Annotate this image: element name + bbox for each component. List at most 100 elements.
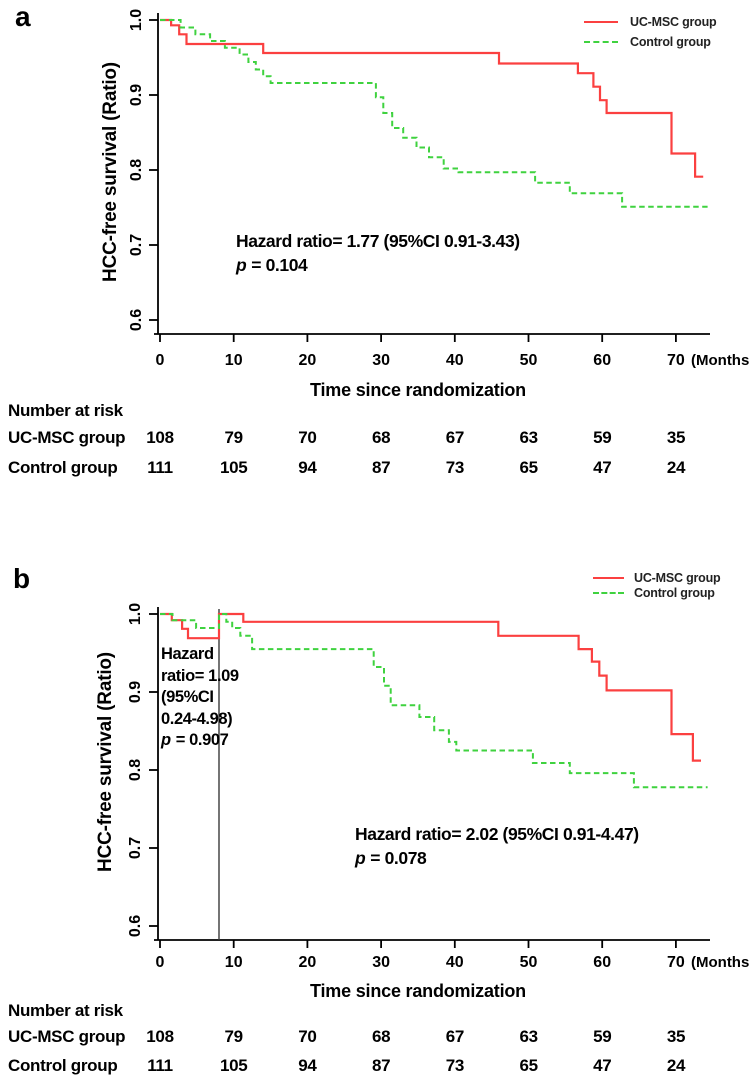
panel-a-letter: a: [15, 1, 31, 32]
prelandmark-p-value-text: p = 0.907: [161, 731, 229, 749]
panel-b-y-axis-title: HCC-free survival (Ratio): [95, 652, 116, 872]
panel-a-p-value-text: p = 0.104: [236, 254, 308, 275]
at-risk-value: 94: [298, 1056, 317, 1075]
at-risk-value: 63: [519, 1027, 538, 1046]
at-risk-value: 24: [666, 458, 686, 477]
panel-a-months-unit-label: (Months): [691, 352, 749, 369]
p-symbol: p: [355, 847, 366, 868]
panel-a-at-risk-row-ucmsc: UC-MSC group 108 79 70 68 67 63 59 35: [0, 428, 749, 448]
panel-a-legend-item-control: Control group: [584, 34, 711, 50]
at-risk-value: 108: [146, 1027, 174, 1046]
at-risk-value: 105: [219, 458, 248, 477]
at-risk-value: 73: [445, 1056, 465, 1075]
at-risk-value: 70: [298, 428, 317, 447]
panel-b-curve-ucmsc: [160, 612, 701, 762]
panel-a-hazard-ratio-text: Hazard ratio= 1.77 (95%CI 0.91-3.43): [236, 231, 520, 251]
prelandmark-annotation-line: (95%CI: [161, 688, 214, 706]
at-risk-value: 79: [224, 428, 244, 447]
at-risk-value: 111: [147, 1056, 173, 1075]
panel-a-x-tick-label: 20: [298, 352, 317, 369]
panel-a-x-axis-title: Time since randomization: [310, 380, 526, 400]
panel-b-y-tick-label: 0.6: [127, 914, 144, 938]
panel-b-at-risk-row-control: Control group 111 105 94 87 73 65 47 24: [0, 1056, 749, 1076]
at-risk-value: 47: [593, 1056, 612, 1075]
panel-b-x-tick-label: 30: [372, 954, 390, 971]
at-risk-value: 65: [519, 458, 538, 477]
at-risk-value: 68: [371, 1027, 391, 1046]
at-risk-value: 24: [666, 1056, 686, 1075]
at-risk-value: 67: [445, 1027, 465, 1046]
legend-label: Control group: [630, 35, 711, 49]
panel-b-legend-item-control: Control group: [593, 585, 715, 601]
at-risk-value: 73: [445, 458, 465, 477]
at-risk-value: 108: [146, 428, 174, 447]
panel-b-legend-item-ucmsc: UC-MSC group: [593, 570, 721, 586]
panel-a-x-tick-label: 70: [666, 352, 685, 369]
at-risk-row-label: UC-MSC group: [8, 428, 126, 447]
panel-b-postlandmark-annotation: Hazard ratio= 2.02 (95%CI 0.91-4.47) p = …: [355, 823, 639, 870]
prelandmark-annotation-line: ratio= 1.09: [161, 666, 239, 685]
at-risk-value: 47: [593, 458, 612, 477]
panel-a-y-tick-label: 0.6: [128, 308, 145, 332]
at-risk-value: 111: [147, 458, 173, 477]
at-risk-value: 35: [666, 428, 686, 447]
panel-b-months-unit-label: (Months): [691, 954, 749, 971]
at-risk-value: 87: [371, 1056, 391, 1075]
panel-a-curve-control: [160, 19, 708, 208]
at-risk-value: 105: [219, 1056, 248, 1075]
panel-a-y-tick-label: 0.9: [128, 83, 145, 107]
panel-a-hazard-ratio-annotation: Hazard ratio= 1.77 (95%CI 0.91-3.43) p = …: [236, 230, 520, 277]
at-risk-value: 87: [371, 458, 391, 477]
panel-a-x-tick-label: 0: [155, 352, 165, 369]
legend-dashed-line-swatch: [593, 591, 624, 594]
panel-b-x-tick-label: 10: [224, 954, 243, 971]
panel-a-number-at-risk-title: Number at risk: [8, 401, 123, 420]
p-symbol: p: [161, 731, 171, 749]
legend-dashed-line-swatch: [584, 41, 618, 43]
panel-a-x-tick-label: 40: [445, 352, 464, 369]
at-risk-value: 59: [593, 428, 612, 447]
at-risk-row-label: Control group: [8, 1056, 118, 1075]
panel-b-prelandmark-annotation: Hazard ratio= 1.09 (95%CI 0.24-4.98) p = 0.90…: [161, 644, 239, 752]
at-risk-value: 67: [445, 428, 465, 447]
panel-b-y-tick-label: 0.8: [127, 758, 144, 782]
panel-b-hazard-ratio-text: Hazard ratio= 2.02 (95%CI 0.91-4.47): [355, 824, 639, 844]
at-risk-row-label: UC-MSC group: [8, 1027, 126, 1046]
prelandmark-annotation-line: Hazard: [161, 645, 214, 663]
panel-b-p-value-text: p = 0.078: [355, 847, 427, 868]
legend-label: UC-MSC group: [634, 571, 721, 585]
panel-a-y-tick-label: 1.0: [128, 8, 145, 32]
panel-a-y-tick-label: 0.8: [128, 158, 145, 182]
legend-solid-line-swatch: [593, 577, 624, 579]
panel-b-number-at-risk-title: Number at risk: [8, 1001, 123, 1020]
panel-b-letter: b: [13, 563, 31, 594]
at-risk-value: 68: [371, 428, 391, 447]
panel-b-at-risk-row-ucmsc: UC-MSC group 108 79 70 68 67 63 59 35: [0, 1027, 749, 1047]
legend-solid-line-swatch: [584, 21, 618, 23]
panel-a-y-tick-label: 0.7: [128, 233, 145, 257]
panel-b-x-tick-label: 40: [445, 954, 464, 971]
panel-b-y-tick-label: 0.7: [127, 836, 144, 860]
panel-a-curve-ucmsc: [160, 18, 704, 178]
panel-a-x-tick-label: 50: [519, 352, 538, 369]
at-risk-value: 63: [519, 428, 538, 447]
legend-label: Control group: [634, 585, 715, 600]
panel-b-x-axis-title: Time since randomization: [310, 981, 526, 1001]
panel-b-x-tick-label: 50: [519, 954, 538, 971]
at-risk-value: 70: [298, 1027, 317, 1046]
panel-b-x-tick-label: 20: [298, 954, 317, 971]
at-risk-value: 94: [298, 458, 317, 477]
panel-b-y-tick-label: 1.0: [127, 602, 144, 626]
panel-b-x-tick-label: 0: [155, 954, 165, 971]
p-symbol: p: [236, 254, 247, 275]
panel-a-x-tick-label: 30: [372, 352, 390, 369]
panel-a-at-risk-row-control: Control group 111 105 94 87 73 65 47 24: [0, 458, 749, 478]
at-risk-value: 59: [593, 1027, 612, 1046]
prelandmark-annotation-line: 0.24-4.98): [161, 709, 233, 728]
legend-label: UC-MSC group: [630, 15, 717, 29]
panel-b-curve-control: [160, 613, 708, 789]
panel-b-x-tick-label: 60: [593, 954, 612, 971]
panel-a-legend-item-ucmsc: UC-MSC group: [584, 14, 717, 30]
